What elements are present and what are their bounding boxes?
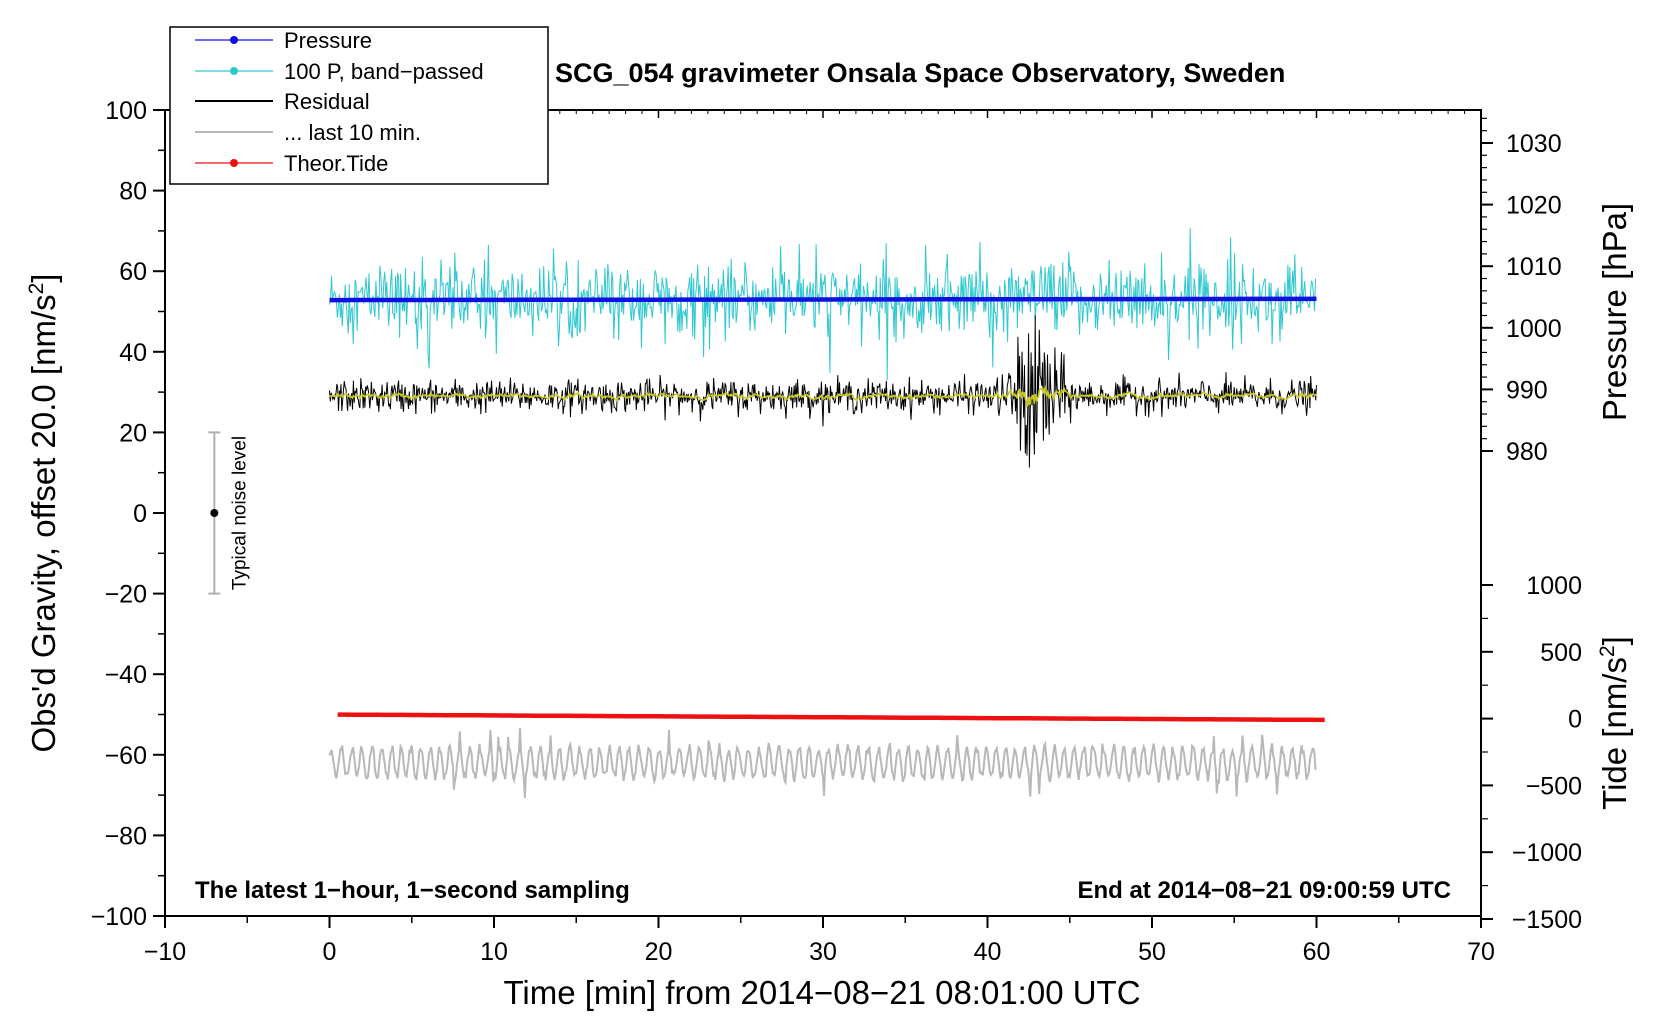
pressure-tick-label: 1020 xyxy=(1506,192,1562,220)
y-tick-label: 40 xyxy=(119,339,147,367)
tide-axis-title-main: Tide [nm/s xyxy=(1596,657,1633,810)
legend-marker-band-passed xyxy=(230,67,238,75)
tide-axis-title-end: ] xyxy=(1596,636,1633,645)
series-pressure-line xyxy=(329,296,1317,303)
chart-title: SCG_054 gravimeter Onsala Space Observat… xyxy=(555,58,1285,88)
y-axis-title-left-sup: 2 xyxy=(25,283,48,295)
pressure-tick-label: 1030 xyxy=(1506,130,1562,158)
y-tick-label: −100 xyxy=(91,903,147,931)
legend-label-tide: Theor.Tide xyxy=(284,151,388,176)
tide-tick-label: −1000 xyxy=(1512,839,1582,867)
y-tick-label: 60 xyxy=(119,258,147,286)
legend: Pressure 100 P, band−passed Residual ...… xyxy=(169,26,549,185)
legend-label-band-passed: 100 P, band−passed xyxy=(284,59,484,84)
y-tick-label: 80 xyxy=(119,178,147,206)
series-last10-line xyxy=(328,728,1317,798)
tide-axis-title: Tide [nm/s2] xyxy=(1596,636,1633,810)
plot-series xyxy=(328,228,1325,798)
pressure-tick-label: 990 xyxy=(1506,376,1548,404)
x-tick-label: 40 xyxy=(974,938,1002,966)
series-residual-line xyxy=(329,315,1317,468)
y-axis-title-left: Obs'd Gravity, offset 20.0 [nm/s2] xyxy=(25,274,62,753)
legend-label-last10: ... last 10 min. xyxy=(284,120,421,145)
y-tick-label: −20 xyxy=(105,581,147,609)
legend-marker-pressure xyxy=(230,36,238,44)
x-tick-label: −10 xyxy=(144,938,186,966)
tide-tick-label: 1000 xyxy=(1526,572,1582,600)
y-axis-title-left-end: ] xyxy=(25,274,62,283)
note-end-time: End at 2014−08−21 09:00:59 UTC xyxy=(1077,877,1451,904)
pressure-tick-label: 1000 xyxy=(1506,315,1562,343)
noise-level-label: Typical noise level xyxy=(229,436,250,590)
x-tick-label: 70 xyxy=(1467,938,1495,966)
x-tick-label: 50 xyxy=(1138,938,1166,966)
y-tick-label: −80 xyxy=(105,822,147,850)
pressure-tick-label: 1010 xyxy=(1506,253,1562,281)
legend-box xyxy=(169,26,549,185)
x-axis-title: Time [min] from 2014−08−21 08:01:00 UTC xyxy=(503,974,1140,1011)
tide-tick-label: −500 xyxy=(1526,772,1582,800)
tide-tick-label: 0 xyxy=(1568,706,1582,734)
noise-bar-center-dot xyxy=(210,509,219,517)
y-tick-label: −40 xyxy=(105,661,147,689)
x-tick-label: 60 xyxy=(1303,938,1331,966)
legend-label-residual: Residual xyxy=(284,89,370,114)
legend-label-pressure: Pressure xyxy=(284,28,372,53)
legend-marker-tide xyxy=(230,159,238,167)
y-axis-title-left-main: Obs'd Gravity, offset 20.0 [nm/s xyxy=(25,294,62,752)
axis-ticks: −10 0 10 20 30 40 50 60 70100806040200−20−40−60−… xyxy=(91,97,1582,966)
y-tick-label: 20 xyxy=(119,419,147,447)
tide-axis-title-sup: 2 xyxy=(1596,645,1619,657)
x-tick-label: 30 xyxy=(809,938,837,966)
pressure-tick-label: 980 xyxy=(1506,438,1548,466)
note-latest-hour: The latest 1−hour, 1−second sampling xyxy=(195,877,630,904)
series-tide-line xyxy=(337,712,1325,723)
y-tick-label: −60 xyxy=(105,742,147,770)
y-tick-label: 100 xyxy=(105,97,147,125)
series-residual-smoothed-line xyxy=(329,384,1318,409)
y-tick-label: 0 xyxy=(133,500,147,528)
series-band-passed-line xyxy=(329,228,1316,381)
tide-tick-label: 500 xyxy=(1540,639,1582,667)
pressure-axis-title: Pressure [hPa] xyxy=(1596,203,1633,421)
tide-tick-label: −1500 xyxy=(1512,906,1582,934)
x-tick-label: 0 xyxy=(323,938,337,966)
x-tick-label: 20 xyxy=(645,938,673,966)
x-tick-label: 10 xyxy=(480,938,508,966)
noise-indicator: Typical noise level xyxy=(208,431,250,595)
